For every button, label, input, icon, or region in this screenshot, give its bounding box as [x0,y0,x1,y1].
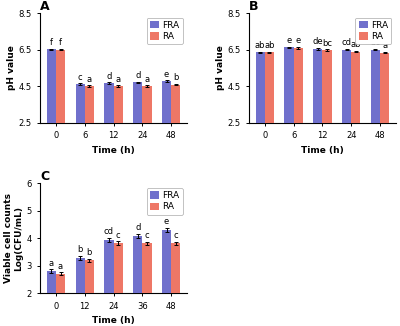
Text: ab: ab [264,41,275,50]
Text: c: c [145,231,149,240]
Y-axis label: pH value: pH value [216,46,224,90]
Bar [85,86,94,169]
X-axis label: Time (h): Time (h) [301,146,344,155]
Text: a: a [116,75,121,84]
Bar [104,240,114,326]
Text: ab: ab [351,40,361,49]
Text: ab: ab [255,41,266,50]
Text: e: e [296,37,301,45]
Legend: FRA, RA: FRA, RA [146,18,182,44]
Bar [371,50,380,169]
Bar [104,83,114,169]
Text: a: a [49,259,54,268]
Bar [85,260,94,326]
Bar [142,86,152,169]
Bar [171,84,180,169]
Text: b: b [78,245,83,254]
Bar [265,52,274,169]
Text: C: C [40,170,49,184]
Bar [56,274,65,326]
Text: a: a [382,41,387,51]
Bar [284,48,294,169]
Text: f: f [50,38,53,47]
X-axis label: Time (h): Time (h) [92,316,135,325]
Text: b: b [87,248,92,257]
Bar [162,81,171,169]
Text: A: A [40,0,50,13]
Bar [133,236,142,326]
Bar [56,50,65,169]
Text: f: f [59,38,62,48]
Legend: FRA, RA: FRA, RA [356,18,392,44]
Y-axis label: pH value: pH value [7,46,16,90]
Text: d: d [135,71,140,80]
Text: c: c [78,73,82,82]
Text: a: a [87,75,92,84]
Text: d: d [106,72,112,81]
Text: bc: bc [322,39,332,48]
Bar [256,52,265,169]
X-axis label: Time (h): Time (h) [92,146,135,155]
Bar [351,52,360,169]
Bar [114,86,123,169]
Text: c: c [174,231,178,240]
Bar [380,52,389,169]
Bar [47,271,56,326]
Text: e: e [286,36,292,45]
Bar [76,84,85,169]
Text: d: d [135,223,140,232]
Text: cd: cd [104,227,114,236]
Bar [162,230,171,326]
Bar [47,49,56,169]
Text: a: a [58,261,63,271]
Text: e: e [164,70,169,79]
Bar [342,50,351,169]
Text: bc: bc [370,38,380,48]
Legend: FRA, RA: FRA, RA [146,188,182,215]
Bar [322,50,332,169]
Text: c: c [116,231,120,240]
Bar [133,82,142,169]
Text: de: de [312,37,323,46]
Bar [294,48,303,169]
Text: a: a [144,75,150,84]
Bar [313,49,322,169]
Bar [114,244,123,326]
Bar [76,258,85,326]
Bar [142,244,152,326]
Y-axis label: Viable cell counts
Log(CFU/mL): Viable cell counts Log(CFU/mL) [4,193,24,283]
Bar [171,244,180,326]
Text: b: b [173,73,178,82]
Text: cd: cd [342,38,352,48]
Text: e: e [164,217,169,226]
Text: B: B [249,0,258,13]
